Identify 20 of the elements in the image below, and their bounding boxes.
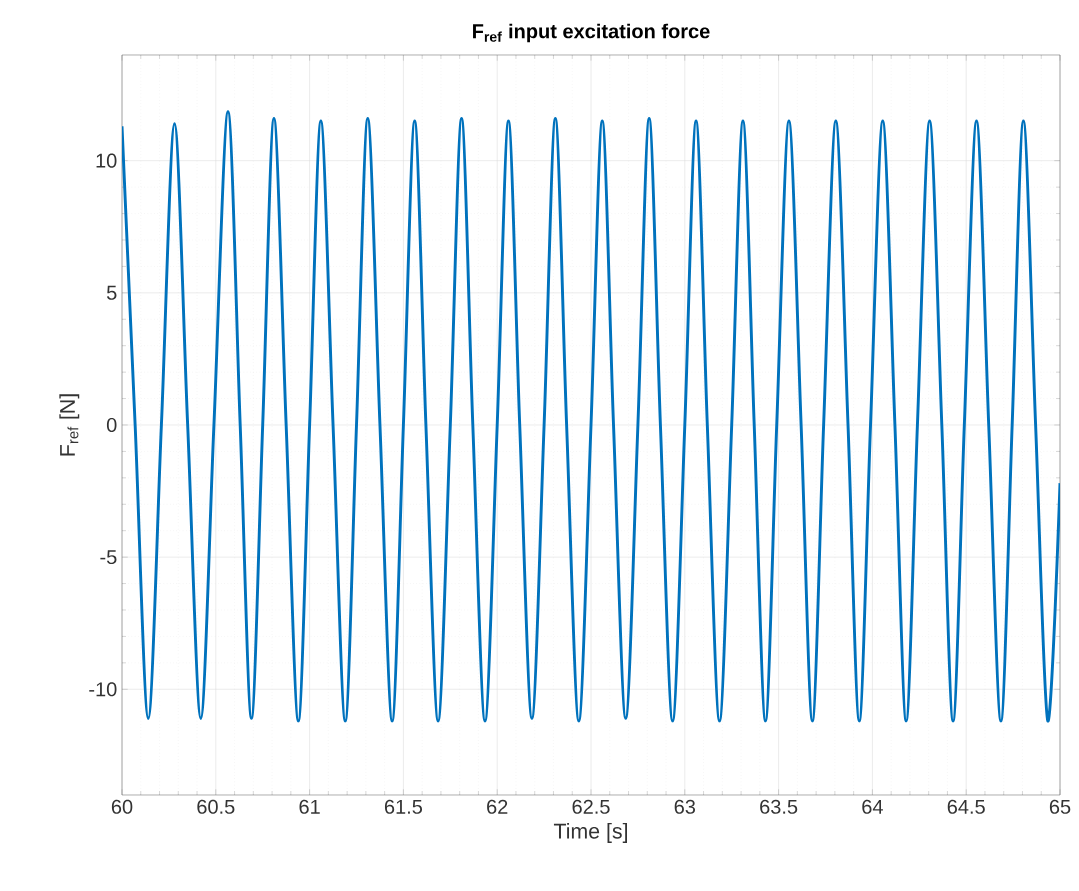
y-tick-label: -10 — [89, 682, 117, 697]
x-tick-label: 61 — [299, 799, 320, 814]
y-tick-label: 10 — [96, 153, 117, 168]
y-tick-label: 5 — [106, 285, 117, 300]
x-tick-label: 64 — [862, 799, 883, 814]
x-tick-label: 61.5 — [384, 799, 423, 814]
x-tick-label: 63.5 — [760, 799, 798, 814]
x-tick-label: 65 — [1049, 799, 1071, 814]
x-tick-label: 62.5 — [572, 799, 610, 814]
x-tick-label: 64.5 — [947, 799, 985, 814]
x-tick-label: 63 — [674, 799, 696, 814]
line-series — [122, 110, 1060, 723]
chart-title: F$_{ref}$ input excitation force — [473, 23, 710, 43]
y-axis-title: F$_{ref}$ [N] — [59, 394, 80, 456]
x-tick-label: 62 — [487, 799, 508, 814]
y-tick-label: -5 — [100, 550, 117, 565]
x-axis-title: Time [s] — [553, 823, 627, 843]
y-tick-label: 0 — [106, 417, 117, 433]
x-tick-label: 60.5 — [197, 799, 235, 814]
x-tick-label: 60 — [111, 799, 133, 814]
